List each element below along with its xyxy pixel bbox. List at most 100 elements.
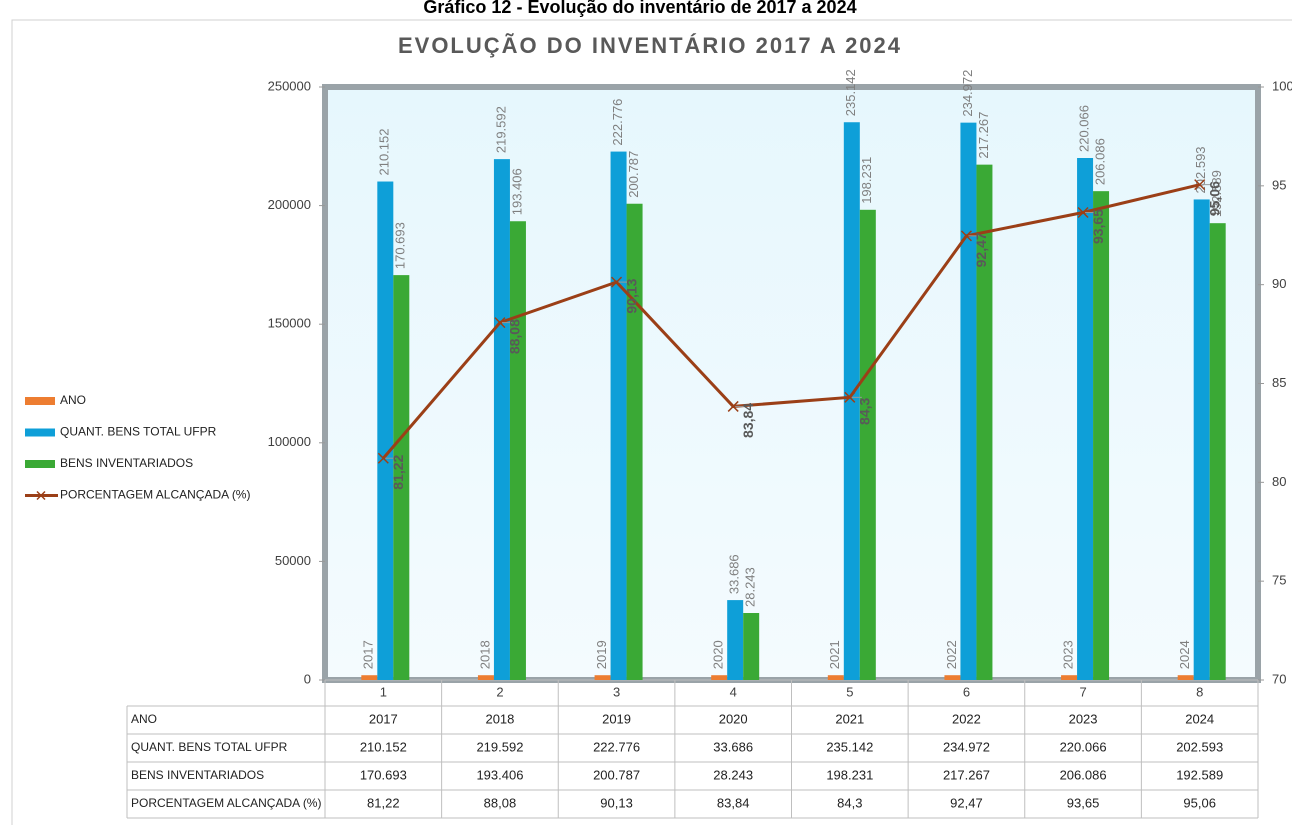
line-marker <box>844 391 856 403</box>
bar <box>477 675 494 680</box>
table-cell: 2021 <box>835 711 864 726</box>
legend-label: QUANT. BENS TOTAL UFPR <box>60 425 217 439</box>
line-marker <box>611 276 623 288</box>
bar <box>1193 199 1210 680</box>
bar <box>493 159 510 680</box>
data-label: 200.787 <box>626 151 641 198</box>
data-label: 2018 <box>477 640 492 669</box>
line-marker <box>960 230 972 242</box>
data-label: 88,08 <box>507 319 523 354</box>
plot-area <box>322 84 1261 683</box>
y-tick-label: 200000 <box>268 197 311 212</box>
table-cell: 93,65 <box>1067 795 1100 810</box>
data-label: 28.243 <box>743 567 758 607</box>
table-cell: 220.066 <box>1060 739 1107 754</box>
bar <box>1093 191 1110 680</box>
data-label: 33.686 <box>727 554 742 594</box>
table-cell: 2023 <box>1069 711 1098 726</box>
x-tick-label: 4 <box>730 684 737 699</box>
data-label: 170.693 <box>393 222 408 269</box>
table-cell: 81,22 <box>367 795 400 810</box>
y-tick-label: 250000 <box>268 78 311 93</box>
line-marker <box>1194 179 1206 191</box>
legend-swatch <box>25 397 55 405</box>
table-cell: 84,3 <box>837 795 862 810</box>
x-tick-label: 7 <box>1079 684 1086 699</box>
data-label: 2021 <box>827 640 842 669</box>
table-cell: 210.152 <box>360 739 407 754</box>
bar <box>393 275 410 680</box>
line-marker <box>494 317 506 329</box>
table-cell: 28.243 <box>713 767 753 782</box>
table-cell: 193.406 <box>476 767 523 782</box>
data-label: 2023 <box>1061 640 1076 669</box>
table-row-header: QUANT. BENS TOTAL UFPR <box>131 740 288 754</box>
caption: Gráfico 12 - Evolução do inventário de 2… <box>423 0 856 17</box>
legend-label: ANO <box>60 393 86 407</box>
bar <box>361 675 378 680</box>
y-tick-label: 50000 <box>275 553 311 568</box>
table-row-header: BENS INVENTARIADOS <box>131 768 264 782</box>
table-cell: 90,13 <box>600 795 633 810</box>
data-label: 219.592 <box>493 106 508 153</box>
bar <box>1209 223 1226 680</box>
bar <box>727 600 744 680</box>
bar <box>827 675 844 680</box>
data-label: 81,22 <box>390 454 406 489</box>
table-cell: 83,84 <box>717 795 750 810</box>
bar <box>610 151 627 681</box>
data-label: 2019 <box>594 640 609 669</box>
data-label: 84,3 <box>857 397 873 424</box>
table-cell: 2024 <box>1185 711 1214 726</box>
bar <box>976 164 993 680</box>
y-tick-label: 100000 <box>268 434 311 449</box>
legend-label: PORCENTAGEM ALCANÇADA (%) <box>60 488 250 502</box>
y2-tick-label: 90 <box>1272 276 1286 291</box>
line-marker <box>727 400 739 412</box>
legend-swatch <box>25 428 55 437</box>
x-tick-label: 3 <box>613 684 620 699</box>
data-label: 2020 <box>711 640 726 669</box>
data-label: 234.972 <box>960 70 975 117</box>
table-cell: 219.592 <box>476 739 523 754</box>
y-tick-label: 0 <box>304 671 311 686</box>
data-label: 217.267 <box>976 112 991 159</box>
data-label: 90,13 <box>623 278 639 313</box>
legend-marker <box>36 490 46 501</box>
table-cell: 200.787 <box>593 767 640 782</box>
data-label: 93,65 <box>1090 209 1106 244</box>
legend-swatch <box>25 460 55 468</box>
data-label: 235.142 <box>843 69 858 116</box>
table-cell: 234.972 <box>943 739 990 754</box>
table-cell: 33.686 <box>713 739 753 754</box>
data-label: 2024 <box>1177 640 1192 669</box>
data-label: 83,84 <box>740 403 756 438</box>
data-label: 95,06 <box>1206 181 1222 216</box>
x-tick-label: 6 <box>963 684 970 699</box>
table-cell: 2018 <box>485 711 514 726</box>
bar <box>843 122 860 681</box>
line-marker <box>1077 206 1089 219</box>
table-cell: 202.593 <box>1176 739 1223 754</box>
table-cell: 88,08 <box>484 795 517 810</box>
y-tick-label: 150000 <box>268 316 311 331</box>
data-label: 92,47 <box>973 232 989 267</box>
table-row-header: ANO <box>131 712 157 726</box>
data-label: 198.231 <box>859 157 874 204</box>
bar <box>743 613 760 680</box>
table-cell: 92,47 <box>950 795 983 810</box>
data-label: 206.086 <box>1093 138 1108 185</box>
y2-tick-label: 85 <box>1272 375 1286 390</box>
x-tick-label: 1 <box>380 684 387 699</box>
table-cell: 192.589 <box>1176 767 1223 782</box>
table-cell: 206.086 <box>1060 767 1107 782</box>
table-cell: 2022 <box>952 711 981 726</box>
bar <box>859 209 876 680</box>
bar <box>1177 675 1194 680</box>
table-cell: 222.776 <box>593 739 640 754</box>
table-row-header: PORCENTAGEM ALCANÇADA (%) <box>131 796 321 810</box>
line <box>382 183 1201 460</box>
y2-tick-label: 70 <box>1272 671 1286 686</box>
line-marker <box>377 452 389 464</box>
